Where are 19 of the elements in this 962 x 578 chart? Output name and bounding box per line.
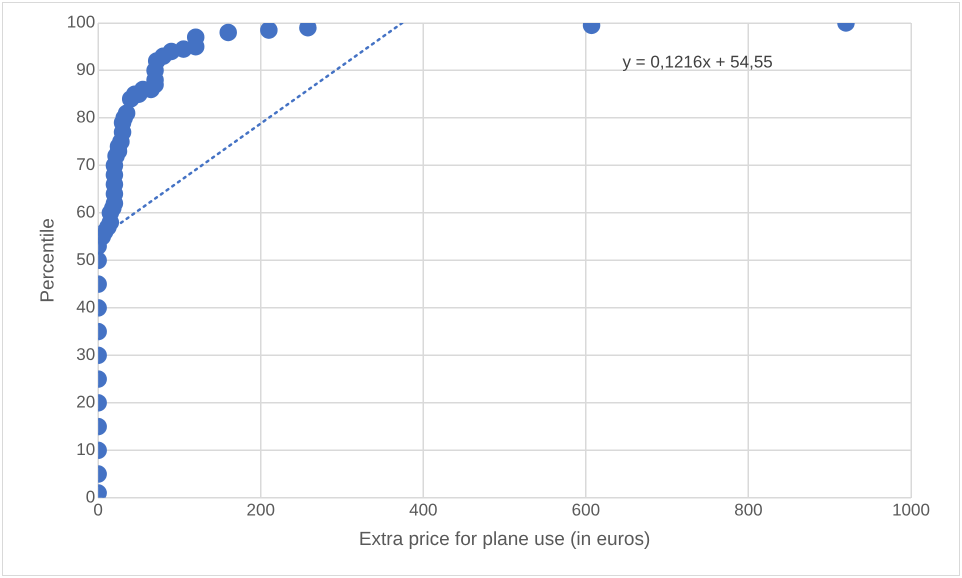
x-tick-label: 800 <box>734 500 763 520</box>
y-tick-label: 40 <box>76 298 96 317</box>
x-tick-label: 600 <box>572 500 600 520</box>
annotation: y = 0,1216x + 54,55 <box>622 52 773 72</box>
y-tick-label: 100 <box>66 12 96 32</box>
x-tick-label: 200 <box>246 500 275 520</box>
x-axis-title: Extra price for plane use (in euros) <box>358 528 650 550</box>
y-tick-label: 0 <box>86 487 96 506</box>
x-tick-label: 1000 <box>892 500 930 520</box>
y-tick-label: 70 <box>76 155 96 174</box>
y-tick-label: 20 <box>76 392 96 412</box>
y-tick-label: 90 <box>76 60 96 80</box>
y-tick-label: 80 <box>76 108 96 127</box>
y-tick-label: 60 <box>76 202 96 222</box>
x-tick-label: 400 <box>409 500 438 520</box>
y-tick-label: 50 <box>76 250 96 270</box>
y-axis-title: Percentile <box>38 218 59 303</box>
y-tick-label: 10 <box>76 440 96 460</box>
y-tick-label: 30 <box>76 345 96 364</box>
